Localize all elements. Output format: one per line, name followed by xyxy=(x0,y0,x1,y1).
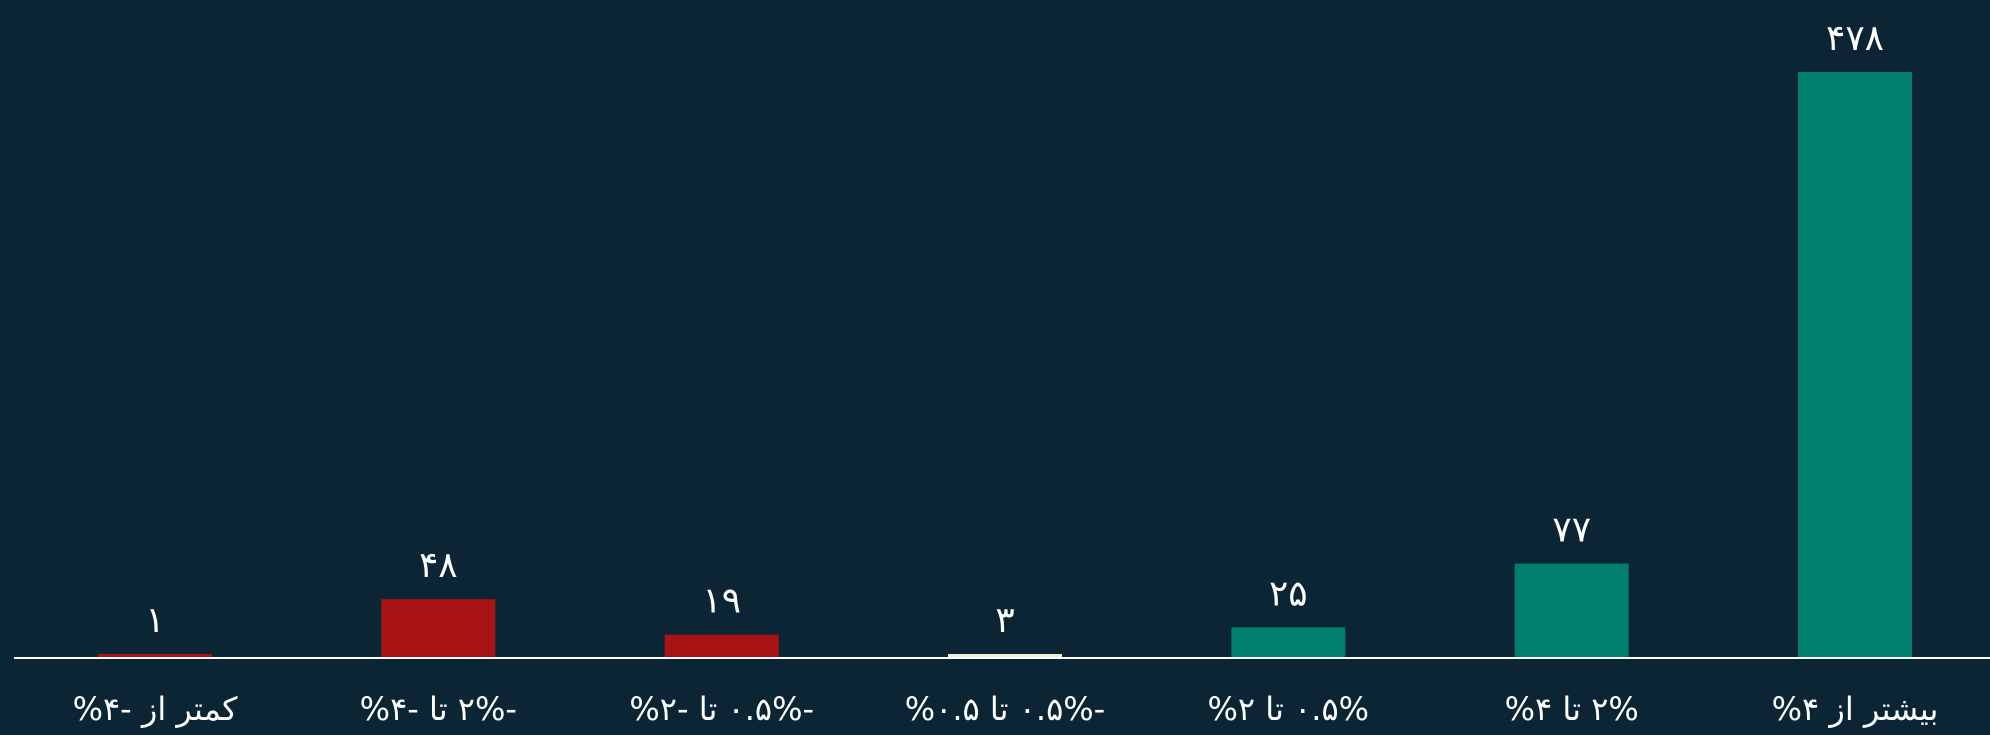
category-label-1: -۲% تا -۴% xyxy=(360,690,517,728)
bar-2 xyxy=(664,634,779,658)
category-labels-group: کمتر از -۴% -۲% تا -۴% -۰.۵% تا -۲% -۰.۵% ت… xyxy=(73,690,1939,728)
category-label-4: ۰.۵% تا ۲% xyxy=(1208,690,1370,728)
value-label-0: ۱ xyxy=(145,600,164,641)
category-label-5: ۲% تا ۴% xyxy=(1505,690,1639,728)
bar-3 xyxy=(948,654,1062,658)
category-label-0: کمتر از -۴% xyxy=(73,690,239,728)
bars-group xyxy=(98,72,1912,658)
bar-1 xyxy=(381,599,496,658)
category-label-3: -۰.۵% تا ۰.۵% xyxy=(905,690,1105,728)
category-label-2: -۰.۵% تا -۲% xyxy=(629,690,814,728)
value-label-3: ۳ xyxy=(995,600,1014,641)
value-label-1: ۴۸ xyxy=(419,545,458,586)
value-label-6: ۴۷۸ xyxy=(1826,18,1884,59)
bar-5 xyxy=(1514,563,1629,658)
value-label-5: ۷۷ xyxy=(1552,510,1591,551)
value-label-4: ۲۵ xyxy=(1269,573,1308,614)
bar-0 xyxy=(98,654,212,658)
bar-6 xyxy=(1798,72,1912,658)
value-labels-group: ۱ ۴۸ ۱۹ ۳ ۲۵ ۷۷ ۴۷۸ xyxy=(145,18,1884,641)
bar-4 xyxy=(1231,627,1346,658)
category-label-6: بیشتر از ۴% xyxy=(1772,690,1939,728)
value-label-2: ۱۹ xyxy=(702,581,741,622)
